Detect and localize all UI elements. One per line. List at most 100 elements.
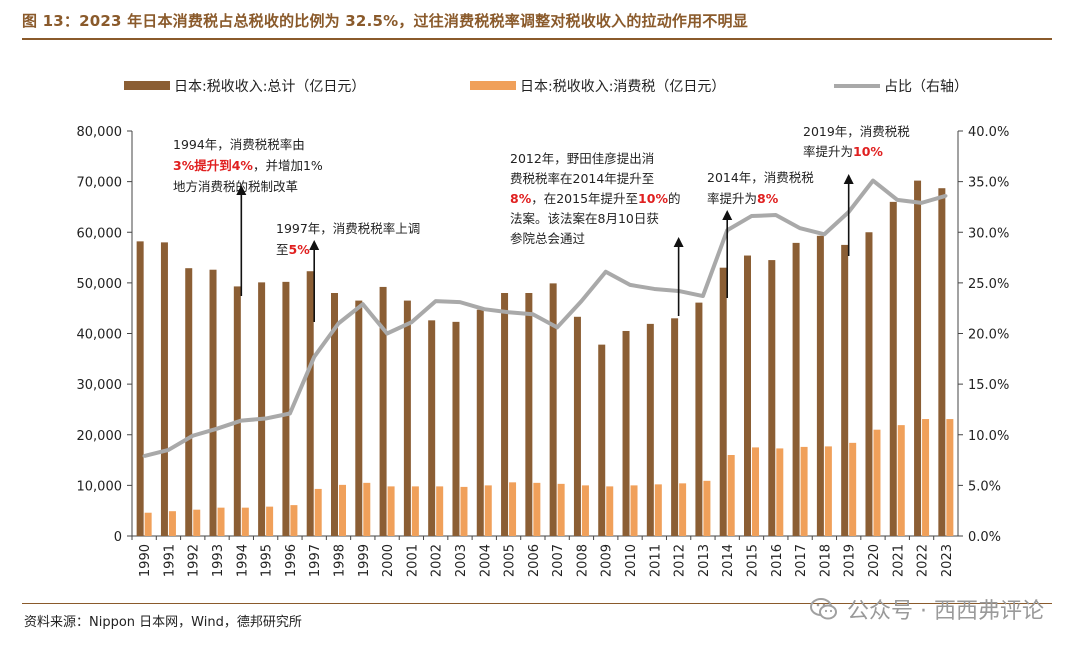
annotation-line: 至5% [276, 242, 310, 257]
bar-total [598, 344, 606, 536]
bar-consumption [363, 482, 371, 536]
legend: 日本:税收收入:总计（亿日元） 日本:税收收入:消费税（亿日元） 占比（右轴） [124, 79, 968, 95]
annotation-segment: 法案。该法案在8月10日获 [510, 211, 659, 226]
annotation-arrow-head [673, 237, 684, 247]
annotation-line: 费税税率在2014年提升至 [510, 171, 654, 186]
x-tick-label: 2014 [721, 544, 736, 577]
bar-consumption [849, 442, 857, 536]
annotation-segment: 10% [853, 144, 883, 159]
bar-consumption [922, 419, 930, 536]
bar-total [452, 321, 460, 536]
bar-consumption [776, 448, 784, 536]
annotation-line: 2014年，消费税税 [707, 170, 814, 185]
x-tick-label: 1999 [357, 544, 372, 577]
ratio-point [822, 232, 826, 236]
ratio-point [142, 454, 146, 458]
x-tick-label: 1992 [187, 544, 202, 577]
annotation-line: 地方消费税的税制改革 [173, 179, 298, 194]
bar-total [865, 232, 873, 536]
bar-consumption [387, 486, 395, 536]
ratio-point [798, 226, 802, 230]
x-tick-label: 2013 [697, 544, 712, 577]
bar-total [695, 302, 703, 536]
annotation-arrow-head [843, 174, 854, 184]
bar-consumption [557, 483, 565, 536]
bar-total [914, 180, 922, 537]
legend-swatch [124, 81, 170, 90]
x-tick-label: 2010 [624, 544, 639, 577]
left-tick-label: 70,000 [77, 176, 123, 191]
bar-total [744, 255, 751, 536]
bar-consumption [581, 485, 589, 536]
right-tick-label: 25.0% [968, 277, 1009, 292]
bar-total [306, 271, 314, 536]
left-tick-label: 30,000 [77, 378, 123, 393]
left-tick-label: 0 [114, 530, 122, 545]
annotation-segment: ，在2015年提升至 [531, 191, 638, 206]
x-tick-label: 1990 [138, 544, 153, 577]
bar-consumption [314, 488, 322, 536]
bar-total [671, 318, 679, 536]
bar-total [282, 281, 290, 536]
title-divider [22, 38, 1052, 40]
x-tick-label: 2000 [381, 544, 396, 577]
bar-total [646, 323, 654, 536]
x-tick-label: 2009 [600, 544, 615, 577]
bar-consumption [193, 509, 201, 536]
annotation-arrow-head [236, 185, 247, 195]
bar-total [889, 201, 897, 536]
bar-consumption [266, 506, 274, 536]
ratio-point [531, 312, 535, 316]
bar-consumption [436, 486, 444, 536]
x-tick-label: 2023 [940, 544, 955, 577]
bar-total [379, 286, 387, 536]
ratio-point [482, 307, 486, 311]
ratio-point [628, 283, 632, 287]
right-tick-label: 5.0% [968, 479, 1001, 494]
annotation-segment: 的 [668, 191, 681, 206]
annotation-arrow-head [309, 240, 320, 250]
ratio-point [871, 179, 875, 183]
annotation-line: 8%，在2015年提升至10%的 [510, 191, 680, 206]
ratio-point [555, 325, 559, 330]
ratio-point [288, 411, 292, 416]
annotation-line: 3%提升到4%，并增加1% [173, 158, 323, 173]
x-tick-label: 1991 [162, 544, 177, 577]
x-tick-label: 2015 [746, 544, 761, 577]
bar-total [136, 241, 144, 537]
legend-label: 占比（右轴） [884, 79, 968, 95]
annotation-line: 率提升为10% [803, 144, 883, 159]
x-tick-label: 2003 [454, 544, 469, 577]
bar-consumption [873, 429, 881, 536]
annotation-segment: 率提升为 [707, 191, 757, 206]
annotation-line: 2012年，野田佳彦提出消 [510, 151, 654, 166]
x-tick-label: 2016 [770, 544, 785, 577]
bar-total [573, 316, 581, 536]
annotation-arrow-head [722, 210, 733, 220]
bar-total [160, 242, 168, 536]
source-note: 资料来源：Nippon 日本网，Wind，德邦研究所 [24, 615, 302, 630]
annotations: 1994年，消费税税率由 3%提升到4%，并增加1% 地方消费税的税制改革 1997年… [173, 124, 910, 322]
annotation-segment: 参院总会通过 [510, 231, 586, 246]
bar-consumption [533, 482, 541, 536]
bar-consumption [168, 511, 176, 536]
annotation-segment: 地方消费税的税制改革 [173, 179, 298, 194]
x-tick-label: 2021 [891, 544, 906, 577]
left-tick-label: 50,000 [77, 277, 123, 292]
annotation-segment: 2014年，消费税税 [707, 170, 814, 185]
bar-total [355, 300, 363, 536]
ratio-point [434, 299, 438, 303]
bar-total [792, 242, 800, 536]
x-tick-label: 2012 [673, 544, 688, 577]
x-tick-label: 2022 [916, 544, 931, 577]
bar-total [331, 293, 338, 536]
annotation-line: 1994年，消费税税率由 [173, 137, 305, 152]
ratio-point [336, 321, 341, 325]
ratio-point [701, 294, 705, 298]
bar-total [719, 267, 727, 536]
ratio-point [919, 201, 924, 205]
ratio-point [506, 310, 511, 314]
legend-label: 日本:税收收入:消费税（亿日元） [520, 79, 725, 95]
x-tick-label: 1993 [211, 544, 226, 577]
bar-consumption [897, 425, 905, 536]
